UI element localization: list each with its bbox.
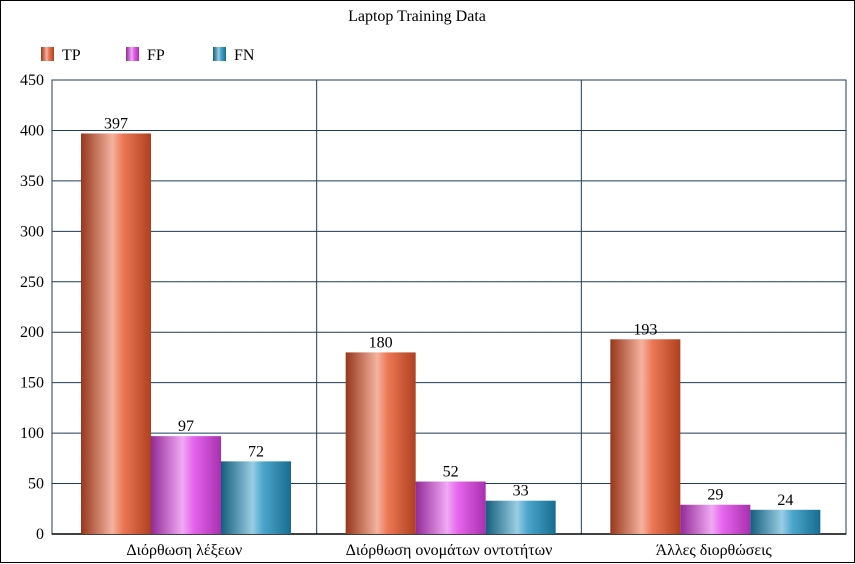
y-tick-label: 0 — [36, 526, 44, 543]
y-axis: 0 50 100 150 200 250 300 350 400 450 — [20, 72, 44, 543]
y-tick-label: 300 — [20, 223, 44, 240]
data-label: 24 — [777, 492, 793, 509]
legend-label: FN — [234, 47, 255, 64]
bar-fp — [151, 436, 221, 534]
bar-tp — [81, 133, 151, 534]
legend-swatch-fn — [213, 47, 226, 61]
data-label: 33 — [513, 483, 529, 500]
y-tick-label: 450 — [20, 72, 44, 89]
bar-tp — [610, 339, 681, 534]
y-tick-label: 350 — [20, 173, 44, 190]
chart-title: Laptop Training Data — [348, 8, 486, 25]
data-label: 29 — [707, 487, 723, 504]
x-category-label: Άλλες διορθώσεις — [656, 542, 773, 559]
y-tick-label: 150 — [20, 375, 44, 392]
y-tick-label: 250 — [20, 274, 44, 291]
bar-fp — [680, 504, 751, 534]
legend-label: TP — [62, 47, 81, 64]
data-label: 52 — [443, 464, 459, 481]
y-tick-label: 50 — [28, 476, 44, 493]
bar-fn — [750, 509, 821, 534]
legend: TP FP FN — [41, 47, 255, 64]
bars — [81, 133, 821, 534]
bar-fp — [415, 481, 486, 534]
data-label: 72 — [248, 443, 264, 460]
x-category-label: Διόρθωση ονομάτων οντοτήτων — [346, 542, 553, 559]
legend-label: FP — [147, 47, 165, 64]
y-tick-label: 100 — [20, 425, 44, 442]
x-axis: Διόρθωση λέξεων Διόρθωση ονομάτων οντοτήτ… — [126, 542, 772, 559]
bar-fn — [221, 461, 291, 534]
x-category-label: Διόρθωση λέξεων — [126, 542, 242, 559]
legend-swatch-fp — [126, 47, 139, 61]
bar-tp — [345, 352, 416, 534]
data-label: 193 — [633, 321, 657, 338]
bar-fn — [485, 500, 556, 534]
y-tick-label: 200 — [20, 324, 44, 341]
y-tick-label: 400 — [20, 122, 44, 139]
data-label: 397 — [104, 115, 128, 132]
legend-swatch-tp — [41, 47, 54, 61]
data-label: 180 — [369, 334, 393, 351]
data-label: 97 — [178, 418, 194, 435]
data-labels: 397 97 72 180 52 33 193 29 24 — [104, 115, 793, 508]
